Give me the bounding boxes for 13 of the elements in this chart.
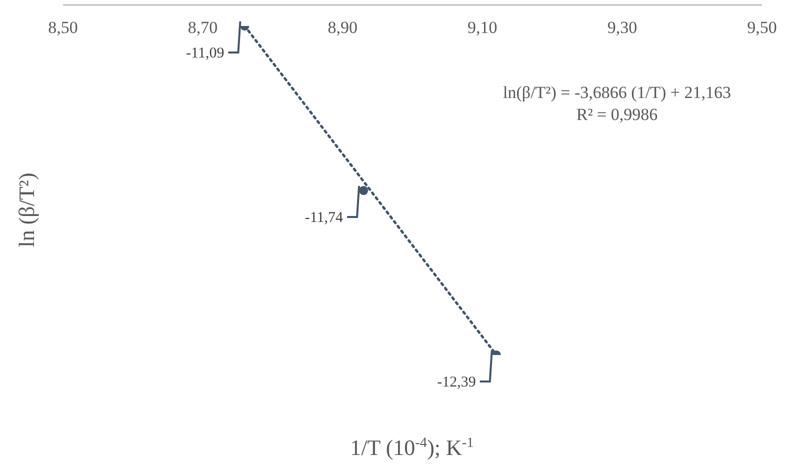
annotation: R² = 0,9986 xyxy=(576,105,658,124)
annotation: ln(β/T²) = -3,6866 (1/T) + 21,163 xyxy=(503,83,731,102)
x-tick-label: 9,30 xyxy=(607,18,638,37)
data-label: -11,09 xyxy=(186,45,224,62)
x-tick-label: 8,90 xyxy=(328,18,358,37)
data-label: -11,74 xyxy=(304,210,344,226)
data-label: -12,39 xyxy=(437,374,476,390)
x-tick-label: 8,50 xyxy=(48,18,78,37)
x-tick-label: 8,70 xyxy=(188,18,218,37)
x-tick-label: 9,10 xyxy=(468,18,498,37)
x-axis-title: 1/T (10$^{-4}$); K$^{-1}$ xyxy=(350,435,474,460)
y-axis-title: ln (β/T²) xyxy=(14,172,39,248)
x-tick-label: 9,50 xyxy=(747,18,777,37)
